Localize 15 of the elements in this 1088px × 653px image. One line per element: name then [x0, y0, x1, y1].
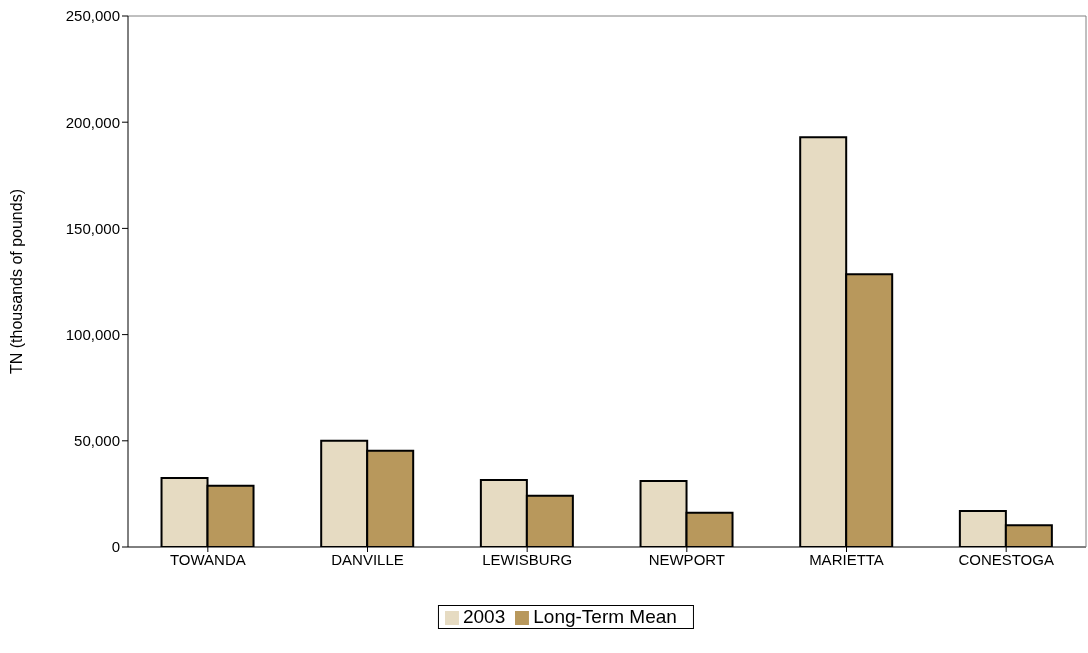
x-tick-label: MARIETTA — [809, 550, 884, 568]
y-tick-label: 0 — [111, 538, 120, 556]
x-tick-label: LEWISBURG — [482, 550, 573, 568]
y-tick-label: 250,000 — [65, 7, 120, 25]
y-tick-label: 100,000 — [65, 325, 120, 343]
x-tick-label: CONESTOGA — [958, 550, 1054, 568]
legend-label: 2003 — [462, 606, 506, 627]
x-tick-label: DANVILLE — [331, 550, 404, 568]
x-tick-label: NEWPORT — [648, 550, 726, 568]
y-axis-title: TN (thousands of pounds) — [7, 189, 25, 374]
y-tick-label: 200,000 — [65, 113, 120, 131]
y-tick-label: 50,000 — [74, 432, 120, 450]
x-tick-label: TOWANDA — [169, 550, 246, 568]
y-tick-label: 150,000 — [65, 219, 120, 237]
legend-label: Long-Term Mean — [533, 606, 677, 627]
